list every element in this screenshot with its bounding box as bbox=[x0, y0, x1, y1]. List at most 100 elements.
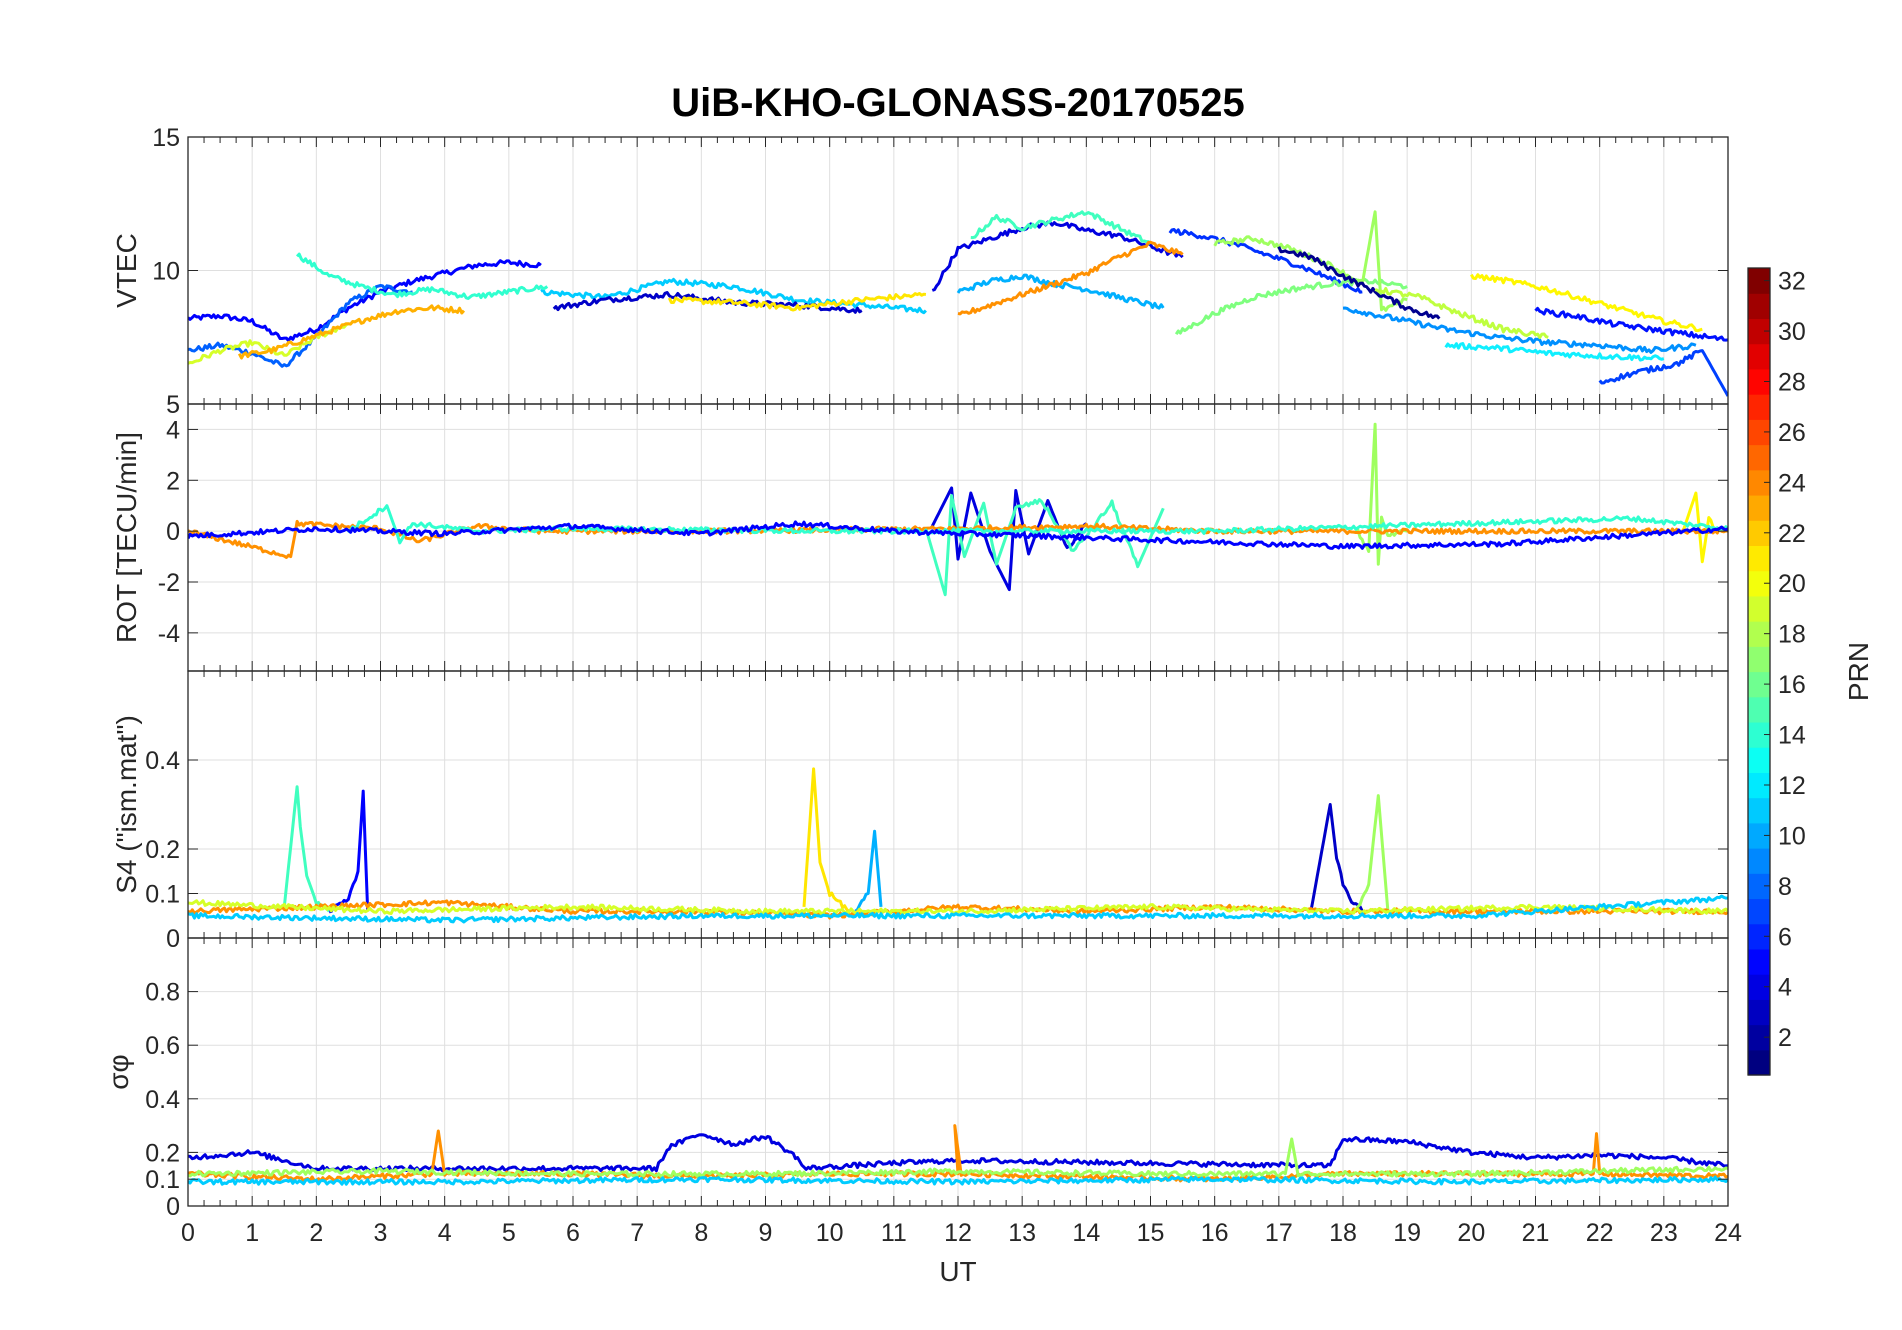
x-tick-label: 12 bbox=[944, 1219, 972, 1247]
colorbar-tick-label: 12 bbox=[1778, 772, 1806, 800]
colorbar-tick-label: 8 bbox=[1778, 873, 1792, 901]
grid bbox=[188, 137, 1728, 404]
y-tick-label: 0.4 bbox=[145, 1086, 180, 1114]
x-ticks bbox=[203, 938, 1713, 1206]
colorbar-segment bbox=[1748, 671, 1770, 698]
y-tick-label: 0.1 bbox=[145, 1166, 180, 1194]
colorbar-tick-label: 28 bbox=[1778, 368, 1806, 396]
colorbar-segment bbox=[1748, 545, 1770, 572]
colorbar-segment bbox=[1748, 494, 1770, 521]
y-tick-label: -4 bbox=[158, 620, 180, 648]
series-prn-17 bbox=[1354, 794, 1390, 913]
series-prn-4 bbox=[931, 220, 1184, 292]
y-tick-label: 15 bbox=[152, 124, 180, 152]
colorbar-tick-label: 4 bbox=[1778, 974, 1792, 1002]
x-tick-label: 10 bbox=[816, 1219, 844, 1247]
series-prn-13 bbox=[1444, 342, 1665, 362]
x-tick-label: 3 bbox=[374, 1219, 388, 1247]
y-tick-label: 0 bbox=[166, 1193, 180, 1221]
grid bbox=[188, 404, 1728, 671]
colorbar-tick-label: 22 bbox=[1778, 520, 1806, 548]
x-tick-label: 17 bbox=[1265, 1219, 1293, 1247]
series-prn-14 bbox=[970, 210, 1152, 245]
colorbar-segment bbox=[1748, 469, 1770, 496]
colorbar-segment bbox=[1748, 343, 1770, 370]
y-axis-label: ROT [TECU/min] bbox=[111, 432, 142, 643]
colorbar-tick-label: 2 bbox=[1778, 1024, 1792, 1052]
x-tick-label: 21 bbox=[1522, 1219, 1550, 1247]
series-prn-23 bbox=[188, 899, 1728, 920]
x-tick-label: 4 bbox=[438, 1219, 452, 1247]
y-axis-1: 5 10 15 bbox=[152, 124, 1728, 419]
x-tick-label: 2 bbox=[309, 1219, 323, 1247]
colorbar-segment bbox=[1748, 570, 1770, 597]
x-tick-label: 11 bbox=[881, 1219, 907, 1247]
y-tick-label: 0.8 bbox=[145, 979, 180, 1007]
colorbar-segment bbox=[1748, 394, 1770, 420]
colorbar-segment bbox=[1748, 848, 1770, 874]
y-tick-label: 0.4 bbox=[145, 747, 180, 775]
colorbar-segment bbox=[1748, 948, 1770, 975]
colorbar-segment bbox=[1748, 873, 1770, 900]
x-tick-label: 6 bbox=[566, 1219, 580, 1247]
y-axis-2: -4 -2 0 2 4 bbox=[158, 416, 1728, 648]
series-prn-12 bbox=[540, 277, 927, 315]
series-prn-18 bbox=[1374, 287, 1549, 339]
x-ticks bbox=[203, 137, 1713, 404]
colorbar-segment bbox=[1748, 1024, 1770, 1051]
colorbar-tick-label: 26 bbox=[1778, 419, 1806, 447]
panel-3: 0 0.1 0.2 0.4S4 ("ism.mat") bbox=[111, 670, 1729, 953]
colorbar-segment bbox=[1748, 621, 1770, 647]
y-tick-label: 10 bbox=[152, 258, 180, 286]
x-tick-label: 13 bbox=[1008, 1219, 1036, 1247]
y-tick-label: 0.2 bbox=[145, 836, 180, 864]
x-tick-label: 0 bbox=[181, 1219, 195, 1247]
x-tick-label: 24 bbox=[1714, 1219, 1742, 1247]
colorbar-segment bbox=[1748, 520, 1770, 547]
series-prn-20 bbox=[667, 292, 927, 312]
series-prn-19 bbox=[188, 899, 1728, 916]
series-prn-5 bbox=[1534, 306, 1728, 342]
series-prn-2 bbox=[1309, 803, 1364, 912]
x-tick-label: 20 bbox=[1457, 1219, 1485, 1247]
series-prn-21 bbox=[1470, 273, 1703, 333]
colorbar-segment bbox=[1748, 747, 1770, 773]
x-tick-label: 8 bbox=[694, 1219, 708, 1247]
chart-title: UiB-KHO-GLONASS-20170525 bbox=[671, 81, 1245, 125]
series-prn-17 bbox=[1355, 422, 1408, 566]
colorbar-tick-label: 6 bbox=[1778, 923, 1792, 951]
series-prn-17 bbox=[188, 1137, 1728, 1178]
x-tick-label: 16 bbox=[1201, 1219, 1229, 1247]
x-tick-label: 7 bbox=[630, 1219, 644, 1247]
x-tick-label: 15 bbox=[1137, 1219, 1165, 1247]
colorbar-segment bbox=[1748, 595, 1770, 622]
y-axis-label: VTEC bbox=[111, 233, 142, 308]
grid bbox=[188, 671, 1728, 938]
colorbar-segment bbox=[1748, 898, 1770, 925]
series-prn-12 bbox=[188, 1175, 1728, 1186]
colorbar-frame bbox=[1747, 267, 1771, 1076]
x-tick-label: 18 bbox=[1329, 1219, 1357, 1247]
y-tick-label: 0.6 bbox=[145, 1032, 180, 1060]
colorbar-segment bbox=[1748, 419, 1770, 446]
colorbar-segment bbox=[1748, 999, 1770, 1026]
y-axis-label: σφ bbox=[103, 1054, 134, 1089]
panel-1: 5 10 15 VTEC bbox=[111, 124, 1729, 419]
y-tick-label: 0.1 bbox=[145, 881, 180, 909]
x-tick-label: 14 bbox=[1072, 1219, 1100, 1247]
x-tick-label: 19 bbox=[1393, 1219, 1421, 1247]
colorbar-segment bbox=[1748, 444, 1770, 471]
series-prn-11 bbox=[854, 829, 883, 913]
x-tick-label: 1 bbox=[245, 1219, 259, 1247]
colorbar-tick-label: 30 bbox=[1778, 318, 1806, 346]
y-axis-3: 0 0.1 0.2 0.4 bbox=[145, 747, 1728, 953]
y-tick-label: 0.2 bbox=[145, 1139, 180, 1167]
y-axis-label: S4 ("ism.mat") bbox=[111, 715, 142, 894]
series-group bbox=[188, 210, 1728, 397]
y-tick-label: 5 bbox=[166, 391, 180, 419]
y-tick-label: 0 bbox=[166, 518, 180, 546]
series-prn-6 bbox=[1168, 228, 1363, 294]
colorbar-segment bbox=[1748, 822, 1770, 849]
